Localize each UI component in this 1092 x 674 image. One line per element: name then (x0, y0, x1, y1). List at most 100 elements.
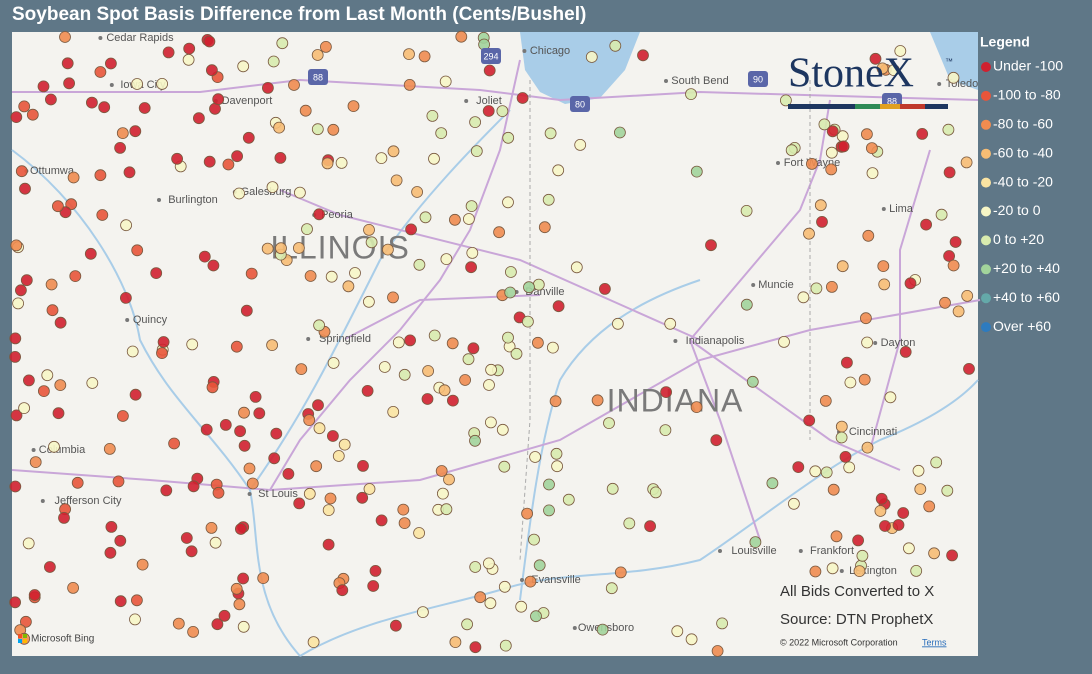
legend-label[interactable]: 0 to +20 (993, 231, 1044, 247)
bid-dot[interactable] (114, 141, 126, 154)
bid-dot[interactable] (483, 64, 496, 77)
bid-dot[interactable] (943, 166, 956, 179)
bid-dot[interactable] (504, 286, 517, 299)
bid-dot[interactable] (462, 213, 475, 225)
bid-dot[interactable] (218, 609, 231, 622)
bid-dot[interactable] (10, 409, 23, 422)
bid-dot[interactable] (307, 636, 320, 648)
legend-label[interactable]: -20 to 0 (993, 202, 1041, 218)
bid-dot[interactable] (160, 484, 173, 497)
bid-dot[interactable] (313, 422, 326, 435)
bid-dot[interactable] (338, 438, 351, 451)
bid-dot[interactable] (440, 503, 453, 516)
bid-dot[interactable] (293, 186, 306, 199)
bid-dot[interactable] (862, 229, 875, 242)
bid-dot[interactable] (103, 442, 116, 455)
bid-dot[interactable] (46, 304, 59, 317)
bid-dot[interactable] (852, 534, 864, 547)
bid-dot[interactable] (524, 575, 537, 588)
bid-dot[interactable] (238, 439, 251, 452)
bid-dot[interactable] (826, 562, 839, 575)
bid-dot[interactable] (856, 549, 869, 562)
bid-dot[interactable] (419, 211, 432, 224)
bid-dot[interactable] (356, 491, 369, 504)
bid-dot[interactable] (778, 335, 790, 348)
bid-dot[interactable] (403, 79, 416, 91)
bid-dot[interactable] (276, 37, 289, 50)
bid-dot[interactable] (171, 152, 184, 165)
bid-dot[interactable] (398, 517, 411, 529)
bid-dot[interactable] (325, 270, 338, 283)
bid-dot[interactable] (552, 164, 565, 177)
bid-dot[interactable] (52, 200, 64, 213)
legend-label[interactable]: -40 to -20 (993, 173, 1053, 189)
bid-dot[interactable] (543, 478, 555, 491)
bid-dot[interactable] (884, 391, 897, 404)
bid-dot[interactable] (866, 142, 878, 155)
bid-dot[interactable] (496, 423, 509, 436)
bid-dot[interactable] (9, 480, 22, 493)
bid-dot[interactable] (129, 388, 142, 401)
bid-dot[interactable] (387, 405, 400, 418)
bid-dot[interactable] (367, 580, 380, 592)
bid-dot[interactable] (357, 459, 369, 472)
bid-dot[interactable] (123, 166, 136, 179)
bid-dot[interactable] (603, 417, 615, 430)
bid-dot[interactable] (547, 341, 559, 354)
bid-dot[interactable] (690, 165, 703, 178)
bid-dot[interactable] (439, 75, 452, 88)
bid-dot[interactable] (544, 127, 557, 140)
bid-dot[interactable] (614, 126, 626, 139)
bid-dot[interactable] (469, 561, 482, 573)
bid-dot[interactable] (585, 51, 598, 63)
bid-dot[interactable] (369, 565, 382, 577)
bid-dot[interactable] (347, 100, 360, 112)
bid-dot[interactable] (549, 395, 562, 408)
bid-dot[interactable] (469, 116, 482, 128)
bid-dot[interactable] (375, 152, 388, 165)
bid-dot[interactable] (52, 407, 65, 420)
bid-dot[interactable] (37, 80, 50, 93)
bid-dot[interactable] (637, 49, 649, 62)
bid-dot[interactable] (203, 155, 216, 168)
bid-dot[interactable] (19, 615, 32, 628)
bid-dot[interactable] (605, 582, 618, 595)
bid-dot[interactable] (612, 317, 624, 330)
bid-dot[interactable] (947, 71, 960, 84)
bid-dot[interactable] (63, 77, 75, 90)
bid-dot[interactable] (869, 52, 882, 65)
bid-dot[interactable] (362, 295, 375, 308)
bid-dot[interactable] (126, 345, 139, 358)
bid-dot[interactable] (104, 546, 117, 559)
bid-dot[interactable] (552, 300, 565, 313)
bid-dot[interactable] (156, 78, 169, 90)
bid-dot[interactable] (440, 253, 453, 266)
bid-dot[interactable] (421, 393, 434, 405)
bid-dot[interactable] (710, 434, 723, 447)
bid-dot[interactable] (392, 336, 405, 349)
bid-dot[interactable] (237, 60, 250, 73)
bid-dot[interactable] (614, 566, 627, 579)
bid-dot[interactable] (207, 259, 220, 272)
bid-dot[interactable] (659, 424, 672, 437)
bid-dot[interactable] (705, 239, 717, 252)
bid-dot[interactable] (237, 572, 250, 585)
bid-dot[interactable] (912, 464, 925, 477)
bid-dot[interactable] (131, 244, 144, 257)
bid-dot[interactable] (312, 399, 324, 412)
bid-dot[interactable] (387, 291, 399, 304)
bid-dot[interactable] (182, 53, 195, 66)
bid-dot[interactable] (150, 267, 163, 280)
bid-dot[interactable] (961, 289, 974, 302)
bid-dot[interactable] (826, 125, 839, 138)
bid-dot[interactable] (365, 236, 378, 249)
bid-dot[interactable] (261, 82, 274, 94)
bid-dot[interactable] (874, 505, 887, 517)
bid-dot[interactable] (685, 633, 698, 646)
bid-dot[interactable] (411, 186, 424, 198)
bid-dot[interactable] (327, 357, 340, 369)
bid-dot[interactable] (138, 102, 151, 114)
bid-dot[interactable] (303, 414, 316, 427)
bid-dot[interactable] (203, 35, 216, 48)
bid-dot[interactable] (131, 78, 144, 90)
